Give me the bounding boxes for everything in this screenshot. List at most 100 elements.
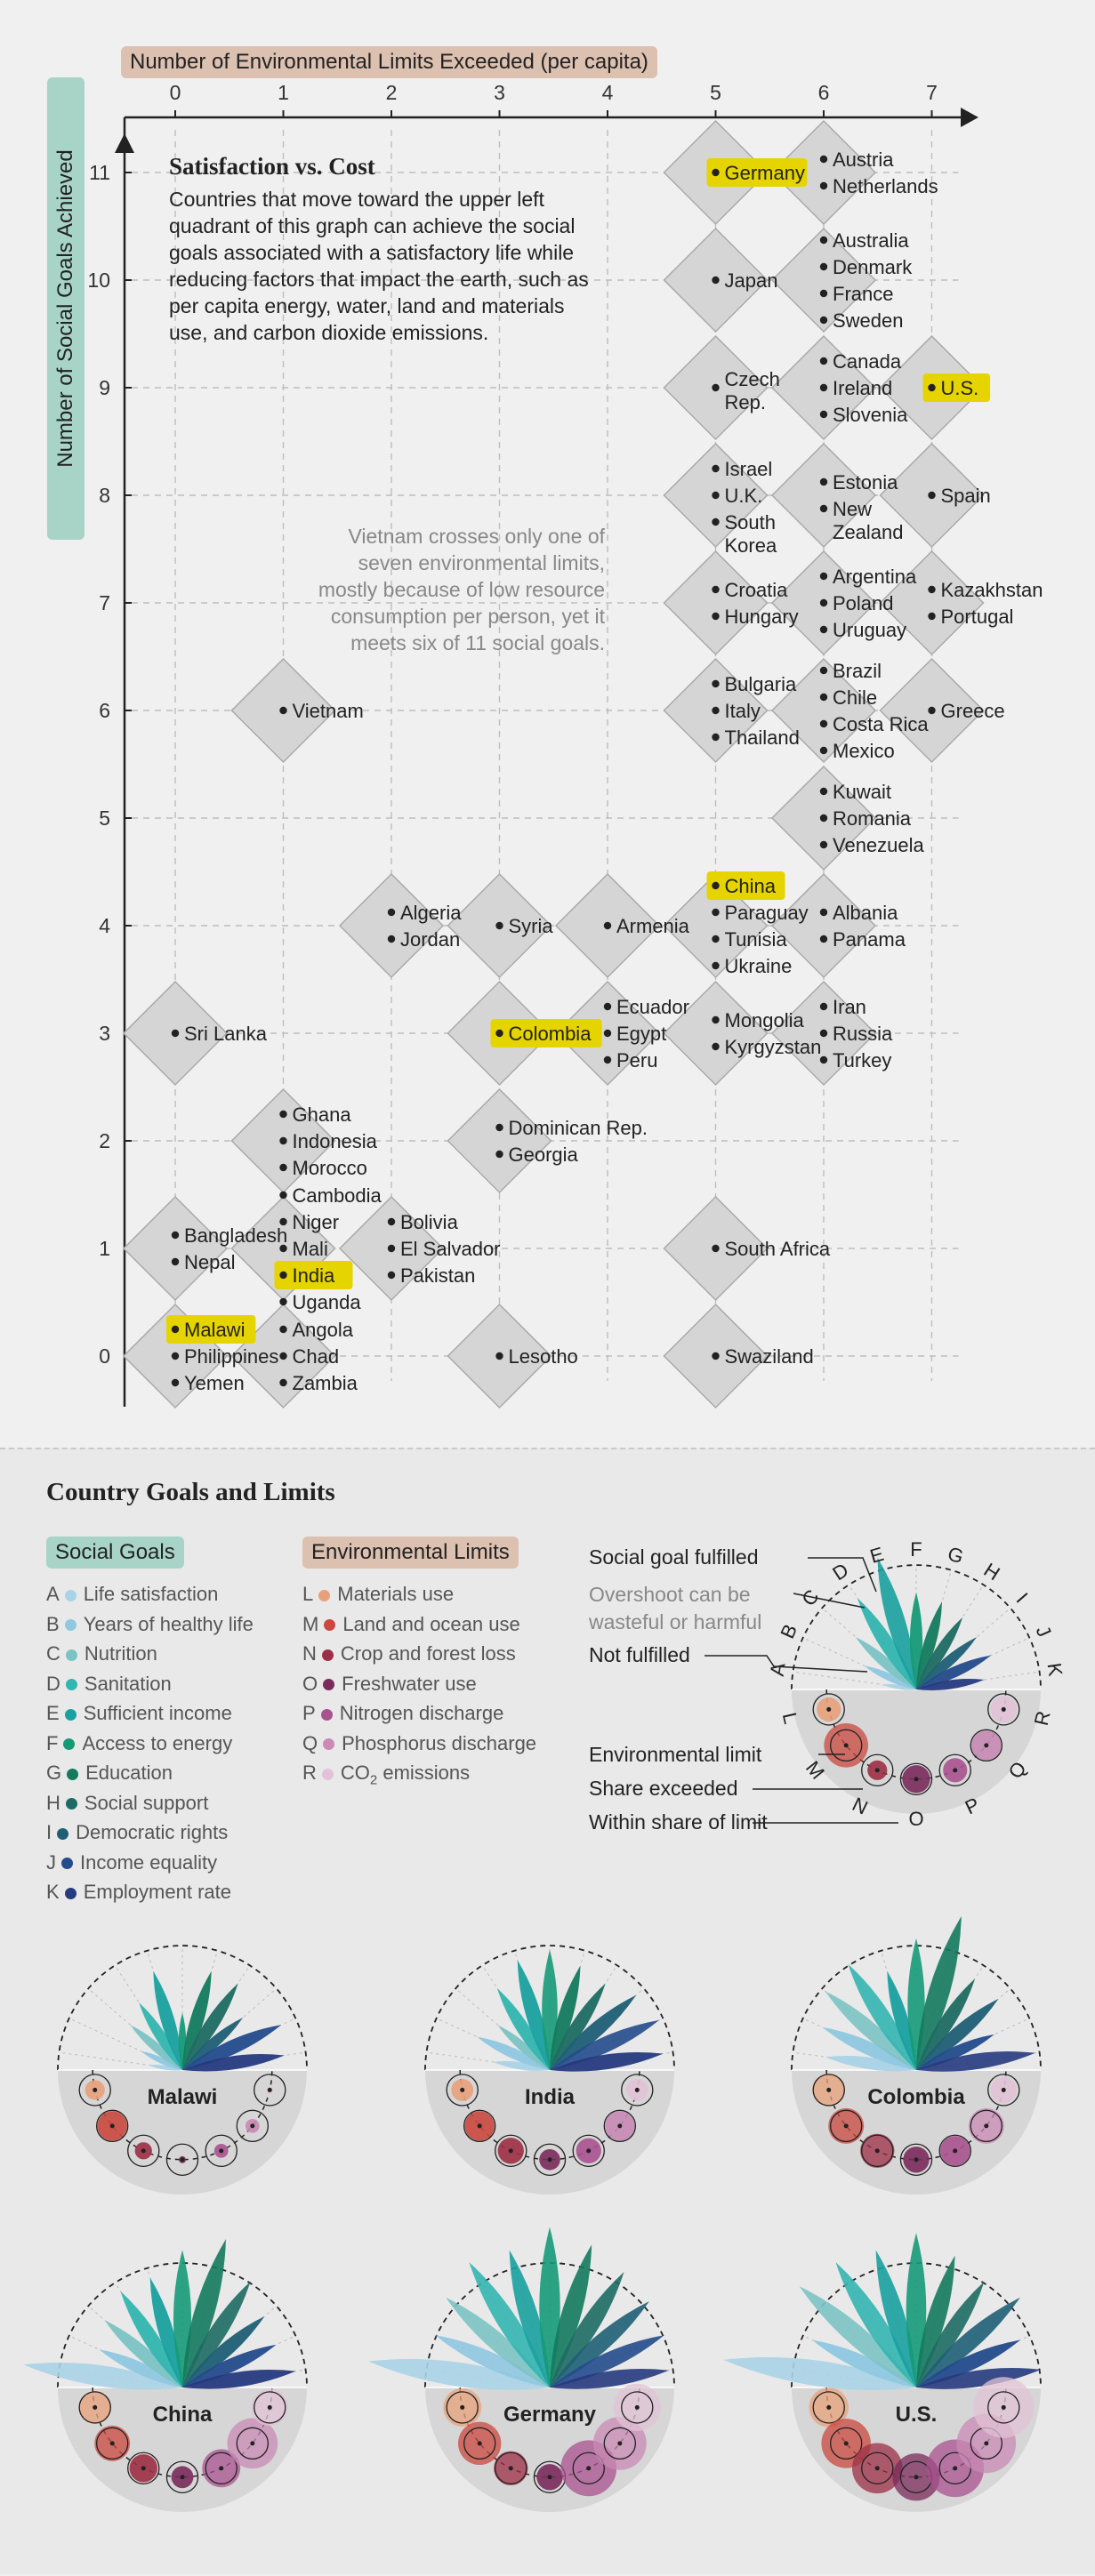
label-mongolia: Mongolia — [725, 1009, 805, 1031]
lower-half — [792, 1689, 1041, 1814]
env-letter-o: O — [908, 1808, 923, 1830]
social-legend-g: G Education — [46, 1761, 173, 1785]
env-limit-ring — [236, 2427, 270, 2460]
vietnam-note-line-3: consumption per person, yet it — [330, 605, 605, 628]
point-turkey — [819, 1055, 828, 1064]
env-center — [586, 2148, 592, 2154]
point-mexico — [819, 746, 828, 755]
legend-dot — [65, 1679, 77, 1691]
petal-i — [182, 2017, 244, 2070]
point-u-k — [712, 491, 720, 500]
env-limit-ring — [205, 2134, 238, 2168]
env-limit-ring — [78, 2391, 111, 2424]
label-ecuador: Ecuador — [616, 996, 689, 1018]
flower-label-germany: Germany — [503, 2403, 597, 2427]
env-center — [843, 2441, 849, 2446]
petal-i — [916, 2297, 1020, 2387]
point-costa-rica — [819, 719, 828, 728]
label-thailand: Thailand — [725, 726, 800, 749]
env-limit-ring — [205, 2452, 238, 2485]
y-tick-3: 3 — [99, 1022, 110, 1045]
point-uruguay — [819, 625, 828, 634]
label-colombia: Colombia — [509, 1023, 592, 1045]
x-axis-arrow — [961, 108, 978, 127]
point-armenia — [603, 921, 612, 930]
limit-arc — [791, 1945, 1042, 2071]
petal-letter-a: A — [766, 1661, 790, 1677]
env-center — [843, 2123, 849, 2129]
petal-d — [848, 1963, 916, 2070]
social-legend-j: J Income equality — [46, 1851, 217, 1874]
flower-germany: Germany — [368, 2227, 675, 2512]
petal-b — [435, 2335, 550, 2387]
petal-i — [182, 2315, 265, 2387]
legend-label: Access to energy — [82, 1731, 233, 1754]
point-netherlands — [819, 181, 828, 190]
point-india — [279, 1271, 287, 1280]
petal-j — [550, 2019, 660, 2070]
env-center — [874, 2148, 880, 2154]
label-philippines: Philippines — [184, 1345, 278, 1368]
legend-key: H — [46, 1791, 60, 1814]
label-chile: Chile — [833, 686, 877, 709]
label-mexico: Mexico — [833, 740, 895, 762]
label-south-africa: South Africa — [725, 1238, 831, 1260]
annotation-leader-0 — [808, 1557, 877, 1593]
point-italy — [712, 706, 720, 715]
petal-j — [916, 2034, 994, 2070]
env-center — [914, 1777, 919, 1782]
label-israel: Israel — [725, 458, 773, 480]
point-australia — [819, 236, 828, 245]
env-center — [219, 2148, 224, 2154]
cell-diamond-5-3 — [663, 980, 769, 1087]
env-center — [109, 2441, 115, 2446]
env-letter-l: L — [778, 1711, 802, 1727]
petal-j — [550, 2335, 664, 2387]
petal-b — [99, 2349, 182, 2387]
point-slovenia — [819, 410, 828, 419]
env-center — [843, 1743, 849, 1748]
point-russia — [819, 1029, 828, 1038]
petal-c — [497, 2025, 550, 2070]
label-ireland: Ireland — [833, 377, 892, 399]
lower-half — [792, 2070, 1041, 2195]
social-legend-d: D Sanitation — [46, 1673, 172, 1696]
annotation-leader-2 — [705, 1655, 868, 1673]
petal-k — [182, 2370, 296, 2389]
petal-g — [916, 1915, 962, 2070]
vietnam-note: Vietnam crosses only one of seven environ… — [267, 523, 605, 656]
legend-key: K — [46, 1881, 60, 1903]
x-tick-7: 7 — [926, 81, 938, 104]
petal-letter-e: E — [867, 1543, 886, 1568]
point-vietnam — [279, 706, 287, 715]
cell-diamond-6-11 — [770, 119, 877, 226]
petal-h — [182, 2281, 251, 2387]
point-mali — [279, 1244, 287, 1253]
env-center — [617, 2441, 623, 2446]
env-legend-n: N Crop and forest loss — [302, 1642, 516, 1665]
petal-k — [182, 2054, 285, 2072]
petal-a — [723, 2357, 916, 2390]
point-cambodia — [279, 1191, 287, 1200]
legend-dot — [320, 1708, 333, 1721]
legend-dot — [65, 1649, 77, 1661]
env-limit-ring — [165, 2460, 199, 2493]
cell-diamond-3-2 — [447, 1087, 552, 1194]
petal-h — [916, 2281, 985, 2387]
env-limit-ring — [495, 2452, 527, 2485]
env-letter-p: P — [962, 1793, 983, 1818]
highlight-malawi — [166, 1315, 256, 1344]
annotation-leader-1 — [793, 1593, 866, 1609]
petal-h — [182, 1983, 238, 2070]
legend-key: R — [302, 1761, 317, 1784]
env-center — [109, 2123, 115, 2129]
y-tick-4: 4 — [99, 914, 110, 937]
env-center — [874, 2466, 880, 2471]
legend-label: Employment rate — [83, 1881, 231, 1903]
limit-arc — [57, 2262, 308, 2388]
label-new-zealand: New Zealand — [833, 498, 904, 543]
legend-key: A — [46, 1583, 60, 1605]
env-center — [826, 2404, 832, 2410]
point-kyrgyzstan — [712, 1042, 720, 1051]
